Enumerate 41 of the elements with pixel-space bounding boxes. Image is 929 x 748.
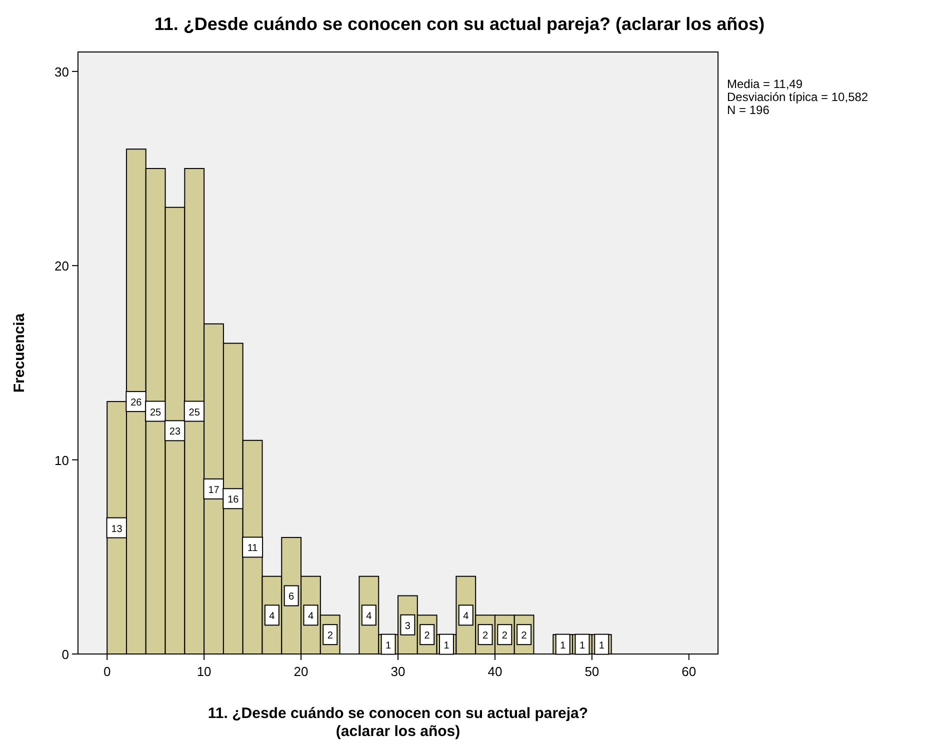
data-label: 16 [228,494,240,506]
data-label: 4 [269,611,276,622]
text: Media = 11,49 [727,77,803,91]
data-label: 26 [130,398,142,409]
x-tick-label: 50 [584,664,600,679]
data-label: 1 [579,640,586,652]
data-label: 2 [327,630,334,642]
data-label: 2 [521,630,528,642]
data-label: 2 [424,630,430,642]
data-label: 1 [560,640,566,652]
data-label: 1 [598,640,605,652]
x-tick-label: 0 [103,664,111,679]
data-label: 6 [288,592,295,603]
y-tick-label: 30 [54,64,69,80]
data-label: 1 [386,640,392,652]
data-label: 3 [404,620,411,632]
data-label: 1 [444,640,450,652]
x-tick-label: 30 [390,664,406,679]
data-label: 17 [208,484,220,496]
y-tick-label: 10 [54,452,69,468]
data-label: 25 [150,407,162,418]
data-label: 4 [366,611,372,622]
data-label: 2 [482,630,488,642]
x-tick-label: 10 [196,664,212,679]
chart-title: 11. ¿Desde cuándo se conocen con su actual pareja? (aclarar los años) [154,14,765,34]
data-label: 11 [247,543,258,554]
data-label: 2 [502,630,508,642]
text: Desviación típica = 10,582 [727,90,868,104]
x-axis-title: 11. ¿Desde cuándo se conocen con su actual pareja? (aclarar los años) [208,705,588,740]
y-axis-title: Frecuencia [11,312,28,393]
data-label: 4 [308,611,314,622]
data-label: 13 [111,524,123,535]
data-label: 23 [169,426,181,438]
y-tick-label: 0 [62,647,69,662]
x-tick-label: 60 [682,664,696,679]
x-tick-label: 40 [488,664,502,679]
text: N = 196 [727,103,770,117]
x-tick-label: 20 [294,664,308,679]
data-label: 4 [463,611,470,622]
y-tick-label: 20 [54,258,69,274]
data-label: 25 [188,407,200,418]
